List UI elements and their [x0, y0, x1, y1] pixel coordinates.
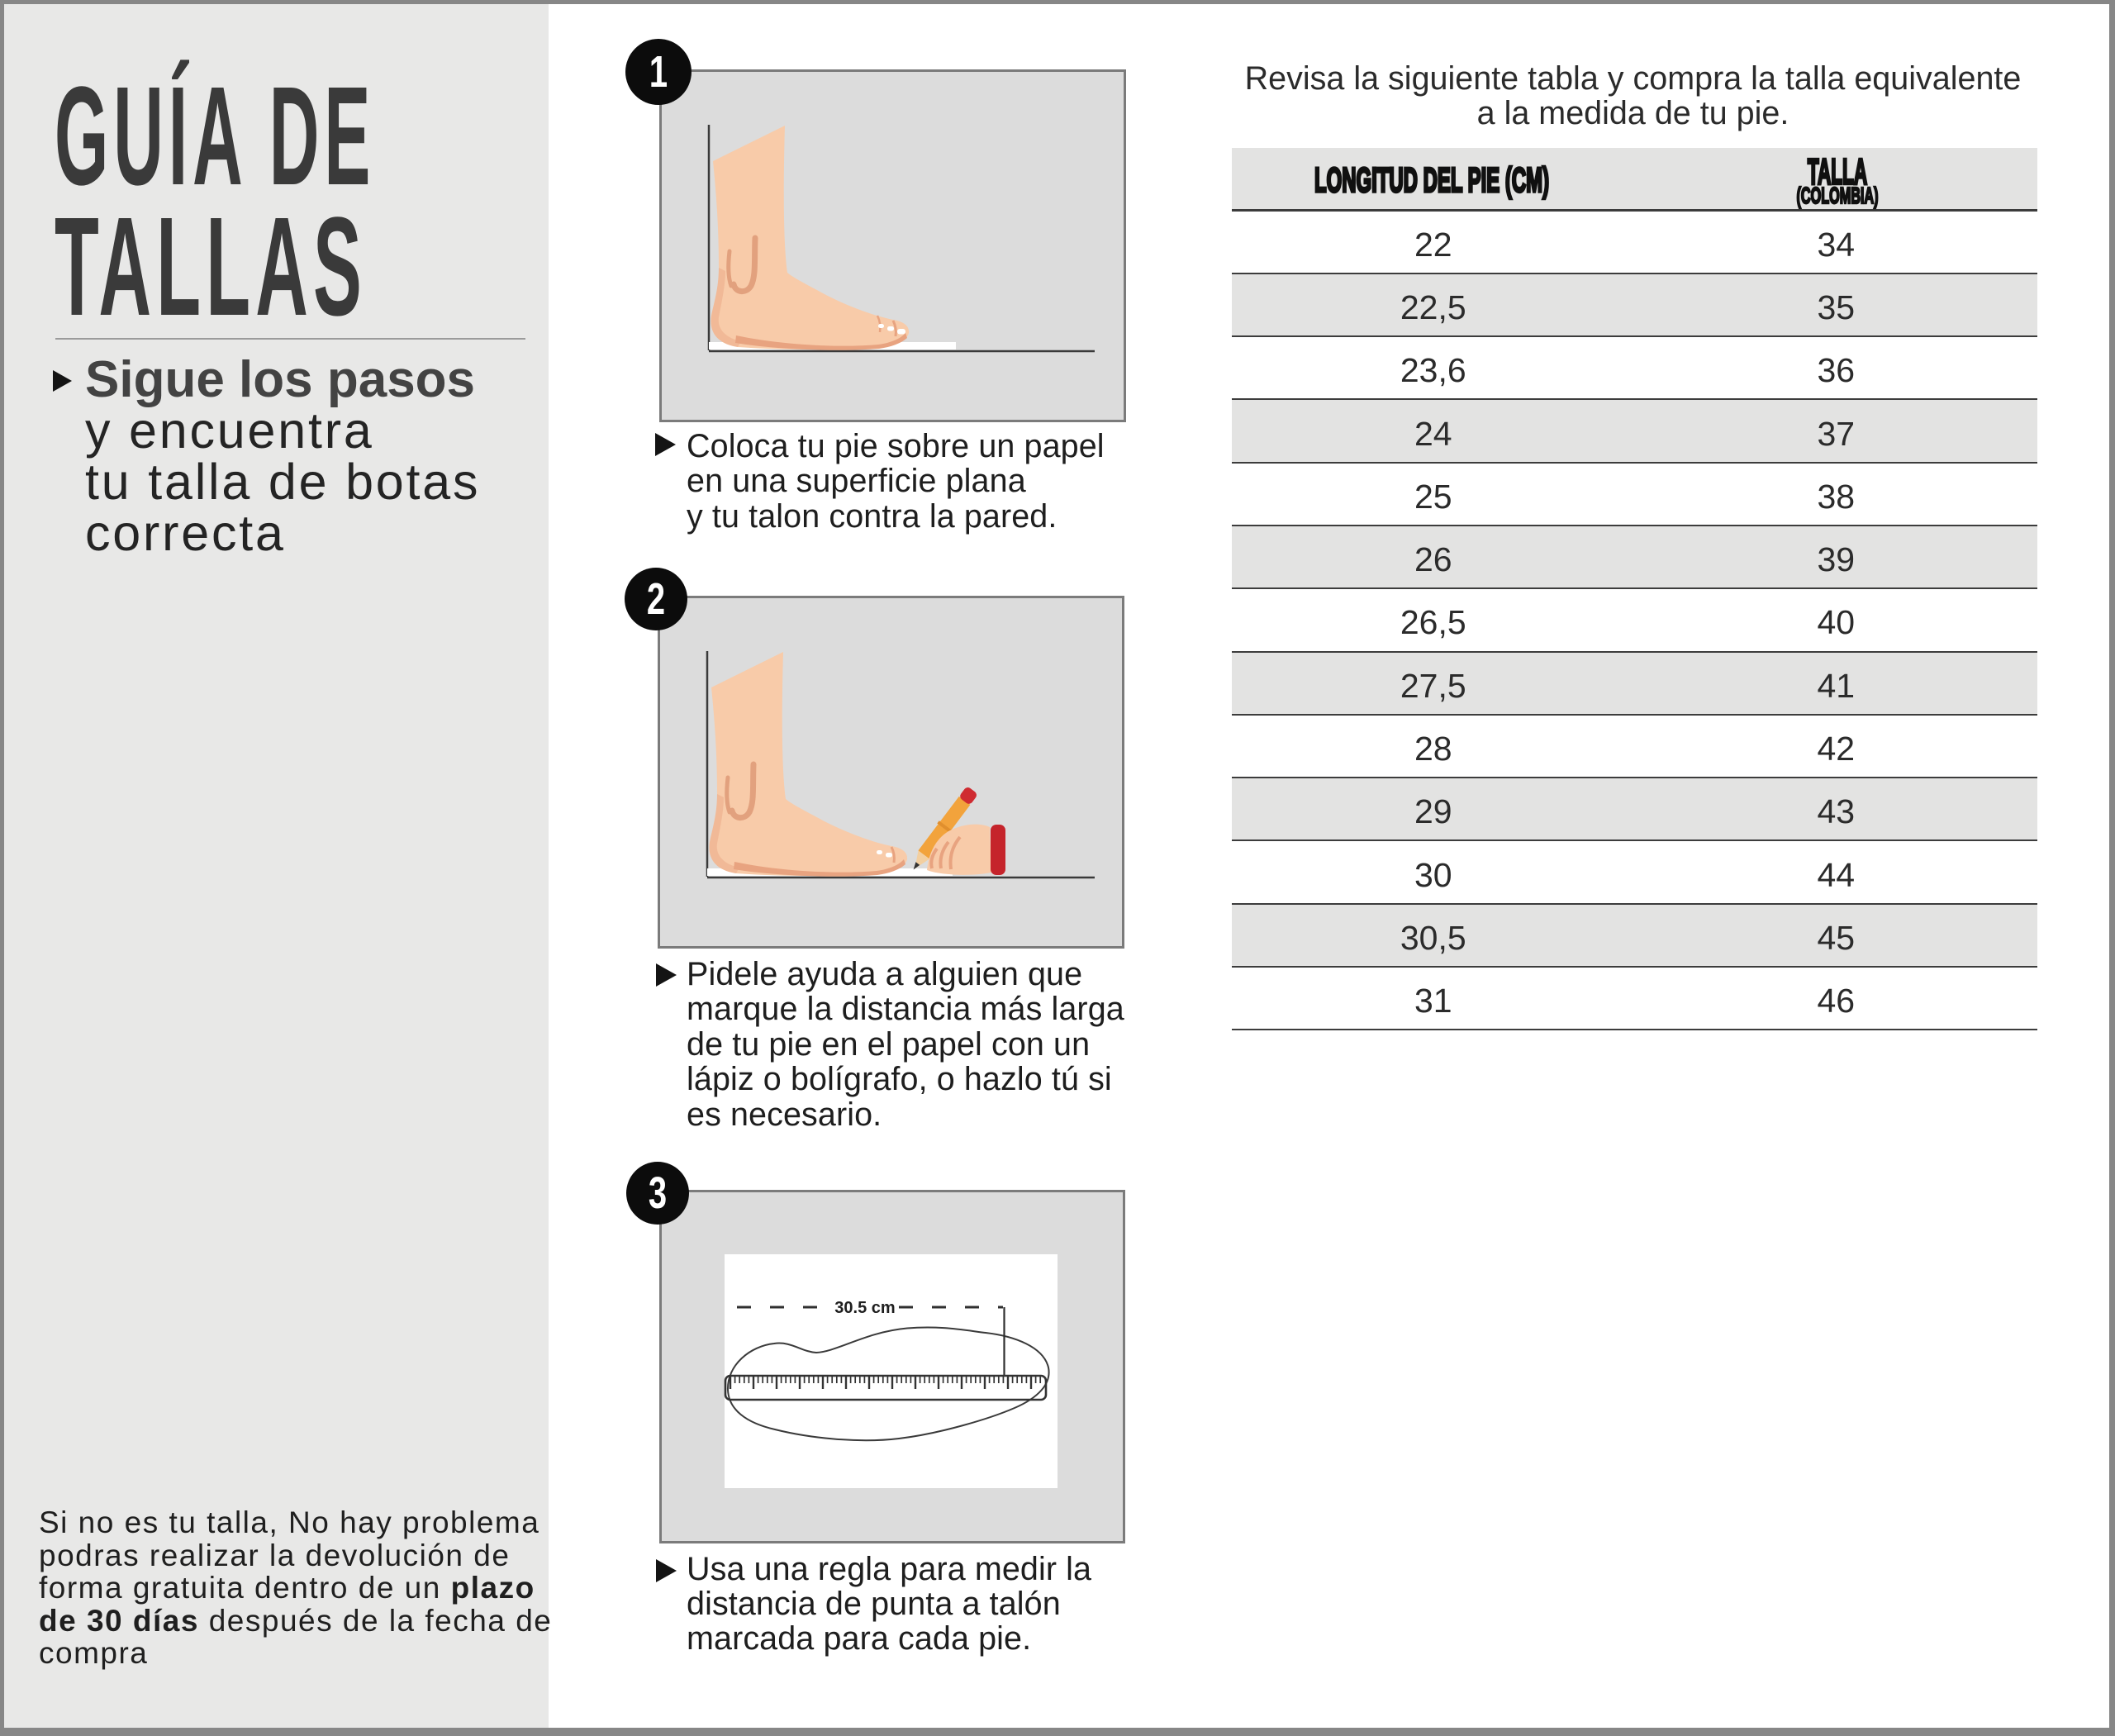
svg-text:TALLA: TALLA [1808, 152, 1867, 193]
svg-text:GUÍA DE: GUÍA DE [55, 59, 375, 215]
svg-text:LONGITUD DEL PIE (CM): LONGITUD DEL PIE (CM) [1314, 161, 1549, 200]
svg-text:(COLOMBIA): (COLOMBIA) [1796, 183, 1878, 208]
svg-text:TALLAS: TALLAS [55, 188, 367, 345]
svg-text:30.5 cm: 30.5 cm [834, 1299, 895, 1317]
